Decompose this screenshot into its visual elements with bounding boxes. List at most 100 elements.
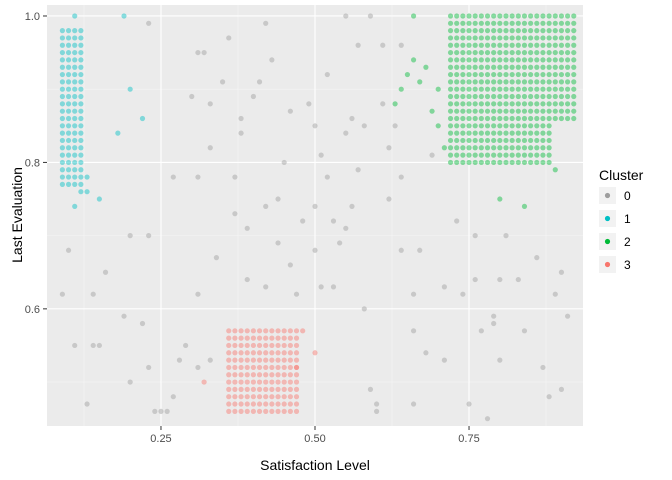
data-point — [478, 123, 484, 129]
data-point — [312, 123, 318, 129]
data-point — [472, 101, 478, 107]
legend-label: 2 — [624, 235, 631, 249]
data-point — [497, 28, 503, 34]
data-point — [546, 57, 552, 63]
data-point — [330, 218, 337, 224]
data-point — [410, 291, 417, 297]
data-point — [454, 28, 460, 34]
data-point — [65, 181, 72, 187]
data-point — [503, 86, 509, 92]
data-point — [534, 64, 540, 70]
data-point — [293, 364, 300, 371]
data-point — [534, 255, 540, 261]
data-point — [528, 152, 534, 158]
data-point — [491, 320, 497, 327]
data-point — [552, 20, 558, 26]
data-point — [472, 123, 478, 129]
data-point — [503, 233, 509, 239]
data-point — [78, 189, 84, 195]
data-point — [65, 247, 72, 253]
data-point — [558, 93, 565, 100]
data-point — [281, 342, 287, 349]
data-point — [226, 328, 232, 334]
data-point — [472, 233, 478, 239]
data-point — [454, 145, 460, 151]
data-point — [59, 108, 65, 114]
data-point — [472, 276, 478, 283]
data-point — [509, 42, 515, 48]
data-point — [59, 49, 65, 56]
data-point — [232, 364, 238, 371]
data-point — [226, 350, 232, 356]
data-point — [466, 71, 472, 78]
data-point — [478, 328, 484, 334]
data-point — [558, 13, 565, 19]
x-axis-title: Satisfaction Level — [260, 457, 370, 473]
data-point — [293, 394, 300, 400]
data-point — [207, 101, 213, 107]
data-point — [59, 71, 65, 78]
data-point — [238, 130, 244, 136]
data-point — [293, 408, 300, 414]
data-point — [484, 71, 491, 78]
data-point — [78, 71, 84, 78]
data-point — [478, 101, 484, 107]
data-point — [417, 79, 423, 85]
data-point — [78, 174, 84, 180]
data-point — [244, 379, 250, 385]
data-point — [466, 137, 472, 144]
data-point — [515, 159, 521, 166]
data-point — [571, 86, 577, 92]
data-point — [250, 357, 256, 363]
data-point — [484, 93, 491, 100]
data-point — [423, 64, 429, 70]
legend-swatch — [604, 238, 611, 245]
data-point — [565, 42, 571, 48]
data-point — [250, 372, 256, 378]
data-point — [269, 350, 275, 356]
data-point — [503, 108, 509, 114]
data-point — [65, 130, 72, 136]
data-point — [515, 64, 521, 70]
data-point — [503, 35, 509, 41]
data-point — [565, 49, 571, 56]
data-point — [558, 57, 565, 63]
data-point — [78, 181, 84, 187]
data-point — [201, 49, 207, 56]
data-point — [244, 386, 250, 392]
data-point — [256, 408, 263, 414]
data-point — [287, 394, 293, 400]
data-point — [478, 159, 484, 166]
data-point — [472, 130, 478, 136]
data-point — [460, 28, 466, 34]
data-point — [183, 342, 189, 349]
data-point — [275, 364, 281, 371]
data-point — [534, 42, 540, 48]
data-point — [250, 342, 256, 349]
data-point — [515, 49, 521, 56]
data-point — [244, 401, 250, 407]
data-point — [238, 364, 244, 371]
data-point — [466, 20, 472, 26]
data-point — [552, 93, 558, 100]
data-point — [521, 57, 528, 63]
data-point — [429, 152, 435, 158]
data-point — [466, 28, 472, 34]
data-point — [509, 108, 515, 114]
data-point — [497, 145, 503, 151]
data-point — [244, 350, 250, 356]
data-point — [78, 93, 84, 100]
data-point — [460, 145, 466, 151]
data-point — [447, 101, 454, 107]
data-point — [472, 93, 478, 100]
series-2 — [392, 13, 577, 209]
data-point — [558, 386, 565, 392]
data-point — [491, 152, 497, 158]
data-point — [232, 372, 238, 378]
data-point — [398, 86, 404, 92]
data-point — [552, 28, 558, 34]
data-point — [238, 342, 244, 349]
data-point — [528, 57, 534, 63]
data-point — [293, 401, 300, 407]
data-point — [491, 130, 497, 136]
